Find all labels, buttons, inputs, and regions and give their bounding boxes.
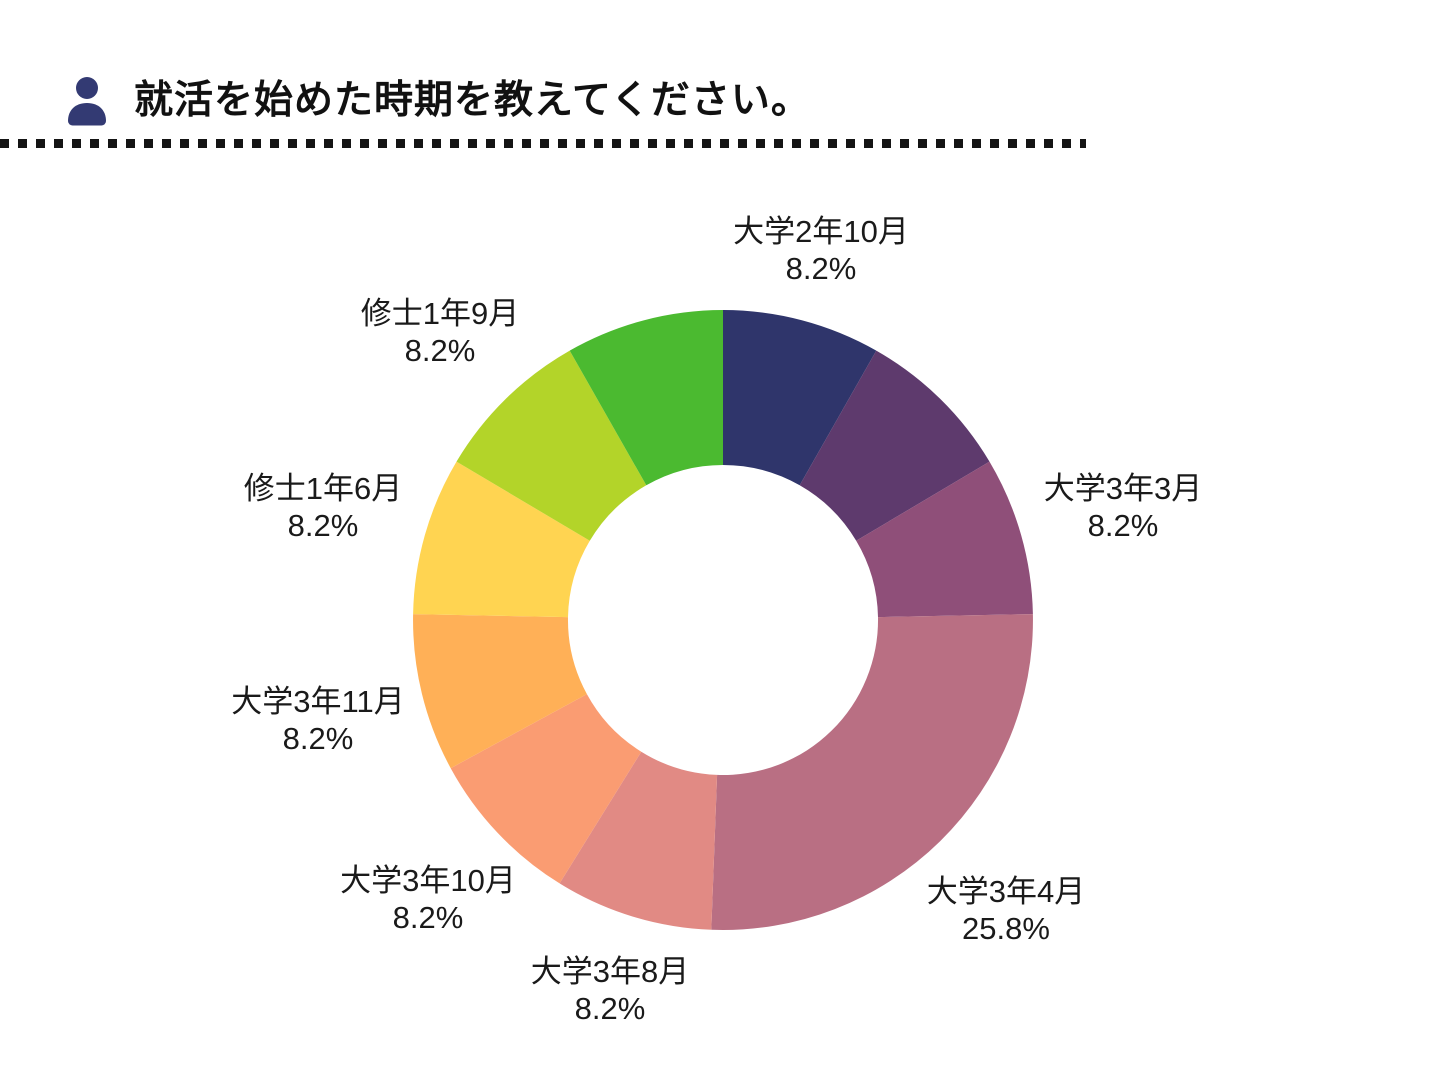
donut-slice-大学3年8月 bbox=[559, 751, 718, 930]
question-title: 就活を始めた時期を教えてください。 bbox=[134, 78, 811, 122]
donut-slice-大学3年10月 bbox=[450, 694, 642, 884]
slice-label-大学3年11月: 大学3年11月 8.2% bbox=[231, 684, 404, 756]
slice-label-大学3年4月: 大学3年4月 25.8% bbox=[927, 874, 1085, 946]
donut-slice-大学3年4月 bbox=[711, 614, 1033, 931]
donut-slice-大学2年10月 bbox=[723, 310, 877, 486]
dotted-divider bbox=[0, 139, 1086, 148]
donut-slice-大学3年3月 bbox=[856, 461, 1033, 618]
slice-label-修士1年6月: 修士1年6月 8.2% bbox=[244, 471, 402, 543]
donut-slice-unlabeled-1 bbox=[799, 350, 990, 541]
person-icon bbox=[68, 77, 106, 126]
question-header: 就活を始めた時期を教えてください。 bbox=[64, 76, 811, 126]
slice-label-大学3年3月: 大学3年3月 8.2% bbox=[1044, 471, 1202, 543]
slice-label-大学2年10月: 大学2年10月 8.2% bbox=[733, 214, 909, 286]
slice-label-大学3年10月: 大学3年10月 8.2% bbox=[340, 863, 516, 935]
donut-slice-修士1年9月 bbox=[456, 350, 647, 541]
donut-slice-修士1年6月 bbox=[413, 461, 590, 618]
slice-label-大学3年8月: 大学3年8月 8.2% bbox=[531, 954, 689, 1026]
donut-slice-大学3年11月 bbox=[413, 614, 587, 769]
donut-slice-unlabeled-9 bbox=[569, 310, 723, 486]
slice-label-修士1年9月: 修士1年9月 8.2% bbox=[361, 296, 519, 368]
